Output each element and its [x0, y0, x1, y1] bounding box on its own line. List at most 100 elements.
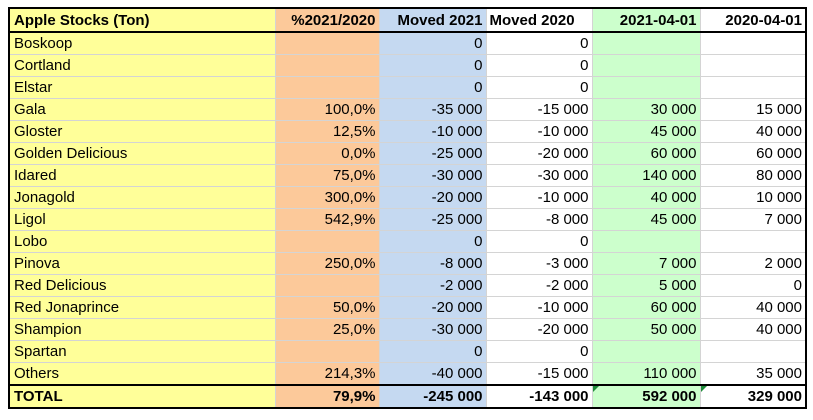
cell-stock-2020-04-01[interactable]: 329 000: [700, 384, 807, 409]
cell-stock-2021-04-01[interactable]: 110 000: [592, 362, 701, 386]
cell-stock-2020-04-01[interactable]: 35 000: [700, 362, 807, 386]
cell-pct-2021-2020[interactable]: [275, 54, 380, 77]
cell-moved-2021[interactable]: Moved 2021: [379, 8, 487, 33]
cell-moved-2020[interactable]: 0: [486, 54, 593, 77]
cell-pct-2021-2020[interactable]: 300,0%: [275, 186, 380, 209]
cell-stock-2020-04-01[interactable]: 40 000: [700, 120, 807, 143]
cell-variety[interactable]: Golden Delicious: [9, 142, 276, 165]
cell-moved-2021[interactable]: -35 000: [379, 98, 487, 121]
cell-variety[interactable]: Red Delicious: [9, 274, 276, 297]
cell-stock-2020-04-01[interactable]: 80 000: [700, 164, 807, 187]
cell-variety[interactable]: Gala: [9, 98, 276, 121]
cell-moved-2020[interactable]: -10 000: [486, 186, 593, 209]
cell-stock-2021-04-01[interactable]: [592, 32, 701, 55]
cell-stock-2021-04-01[interactable]: 2021-04-01: [592, 8, 701, 33]
cell-moved-2020[interactable]: -143 000: [486, 384, 593, 409]
cell-stock-2020-04-01[interactable]: [700, 32, 807, 55]
cell-moved-2020[interactable]: 0: [486, 230, 593, 253]
cell-moved-2020[interactable]: -15 000: [486, 98, 593, 121]
cell-stock-2020-04-01[interactable]: 0: [700, 274, 807, 297]
cell-pct-2021-2020[interactable]: 12,5%: [275, 120, 380, 143]
cell-variety[interactable]: Cortland: [9, 54, 276, 77]
cell-pct-2021-2020[interactable]: %2021/2020: [275, 8, 380, 33]
cell-variety[interactable]: Others: [9, 362, 276, 386]
cell-stock-2021-04-01[interactable]: 7 000: [592, 252, 701, 275]
cell-variety[interactable]: Pinova: [9, 252, 276, 275]
cell-pct-2021-2020[interactable]: [275, 274, 380, 297]
cell-stock-2021-04-01[interactable]: 45 000: [592, 120, 701, 143]
cell-pct-2021-2020[interactable]: 250,0%: [275, 252, 380, 275]
cell-moved-2020[interactable]: -3 000: [486, 252, 593, 275]
cell-moved-2021[interactable]: 0: [379, 340, 487, 363]
cell-variety[interactable]: Spartan: [9, 340, 276, 363]
cell-variety[interactable]: Gloster: [9, 120, 276, 143]
cell-pct-2021-2020[interactable]: 214,3%: [275, 362, 380, 386]
cell-moved-2021[interactable]: -25 000: [379, 142, 487, 165]
cell-moved-2020[interactable]: Moved 2020: [486, 8, 593, 33]
cell-pct-2021-2020[interactable]: 0,0%: [275, 142, 380, 165]
cell-stock-2021-04-01[interactable]: 140 000: [592, 164, 701, 187]
cell-stock-2021-04-01[interactable]: [592, 76, 701, 99]
cell-moved-2021[interactable]: -40 000: [379, 362, 487, 386]
cell-variety[interactable]: Red Jonaprince: [9, 296, 276, 319]
cell-stock-2020-04-01[interactable]: 2020-04-01: [700, 8, 807, 33]
cell-stock-2021-04-01[interactable]: 30 000: [592, 98, 701, 121]
cell-pct-2021-2020[interactable]: [275, 230, 380, 253]
cell-moved-2021[interactable]: 0: [379, 32, 487, 55]
cell-stock-2020-04-01[interactable]: 7 000: [700, 208, 807, 231]
cell-stock-2021-04-01[interactable]: 45 000: [592, 208, 701, 231]
cell-stock-2021-04-01[interactable]: [592, 230, 701, 253]
cell-pct-2021-2020[interactable]: [275, 76, 380, 99]
cell-stock-2020-04-01[interactable]: [700, 76, 807, 99]
cell-pct-2021-2020[interactable]: 75,0%: [275, 164, 380, 187]
cell-moved-2020[interactable]: 0: [486, 76, 593, 99]
cell-variety[interactable]: Shampion: [9, 318, 276, 341]
cell-variety[interactable]: Ligol: [9, 208, 276, 231]
cell-pct-2021-2020[interactable]: 100,0%: [275, 98, 380, 121]
cell-moved-2021[interactable]: 0: [379, 54, 487, 77]
cell-moved-2020[interactable]: 0: [486, 340, 593, 363]
cell-moved-2021[interactable]: -10 000: [379, 120, 487, 143]
cell-stock-2021-04-01[interactable]: 50 000: [592, 318, 701, 341]
cell-pct-2021-2020[interactable]: 542,9%: [275, 208, 380, 231]
cell-moved-2021[interactable]: -245 000: [379, 384, 487, 409]
cell-pct-2021-2020[interactable]: 79,9%: [275, 384, 380, 409]
cell-stock-2021-04-01[interactable]: [592, 340, 701, 363]
cell-variety[interactable]: Lobo: [9, 230, 276, 253]
cell-moved-2021[interactable]: -30 000: [379, 164, 487, 187]
cell-moved-2020[interactable]: -10 000: [486, 296, 593, 319]
cell-stock-2020-04-01[interactable]: 40 000: [700, 318, 807, 341]
cell-moved-2021[interactable]: -20 000: [379, 296, 487, 319]
cell-moved-2021[interactable]: -20 000: [379, 186, 487, 209]
cell-stock-2021-04-01[interactable]: 592 000: [592, 384, 701, 409]
cell-moved-2021[interactable]: 0: [379, 76, 487, 99]
cell-stock-2020-04-01[interactable]: 10 000: [700, 186, 807, 209]
cell-variety[interactable]: TOTAL: [9, 384, 276, 409]
cell-stock-2021-04-01[interactable]: 60 000: [592, 296, 701, 319]
cell-pct-2021-2020[interactable]: 50,0%: [275, 296, 380, 319]
cell-moved-2020[interactable]: -8 000: [486, 208, 593, 231]
cell-stock-2020-04-01[interactable]: 15 000: [700, 98, 807, 121]
cell-moved-2021[interactable]: -25 000: [379, 208, 487, 231]
cell-variety[interactable]: Apple Stocks (Ton): [9, 8, 276, 33]
cell-moved-2020[interactable]: -30 000: [486, 164, 593, 187]
cell-pct-2021-2020[interactable]: [275, 32, 380, 55]
cell-stock-2020-04-01[interactable]: [700, 340, 807, 363]
cell-moved-2020[interactable]: -2 000: [486, 274, 593, 297]
cell-pct-2021-2020[interactable]: [275, 340, 380, 363]
cell-stock-2021-04-01[interactable]: 5 000: [592, 274, 701, 297]
cell-stock-2021-04-01[interactable]: 60 000: [592, 142, 701, 165]
cell-stock-2020-04-01[interactable]: [700, 54, 807, 77]
cell-moved-2021[interactable]: -2 000: [379, 274, 487, 297]
cell-pct-2021-2020[interactable]: 25,0%: [275, 318, 380, 341]
cell-moved-2020[interactable]: 0: [486, 32, 593, 55]
cell-moved-2021[interactable]: -30 000: [379, 318, 487, 341]
cell-variety[interactable]: Idared: [9, 164, 276, 187]
cell-variety[interactable]: Jonagold: [9, 186, 276, 209]
cell-stock-2021-04-01[interactable]: [592, 54, 701, 77]
cell-moved-2020[interactable]: -20 000: [486, 318, 593, 341]
cell-variety[interactable]: Elstar: [9, 76, 276, 99]
cell-variety[interactable]: Boskoop: [9, 32, 276, 55]
cell-stock-2020-04-01[interactable]: 40 000: [700, 296, 807, 319]
cell-moved-2021[interactable]: 0: [379, 230, 487, 253]
